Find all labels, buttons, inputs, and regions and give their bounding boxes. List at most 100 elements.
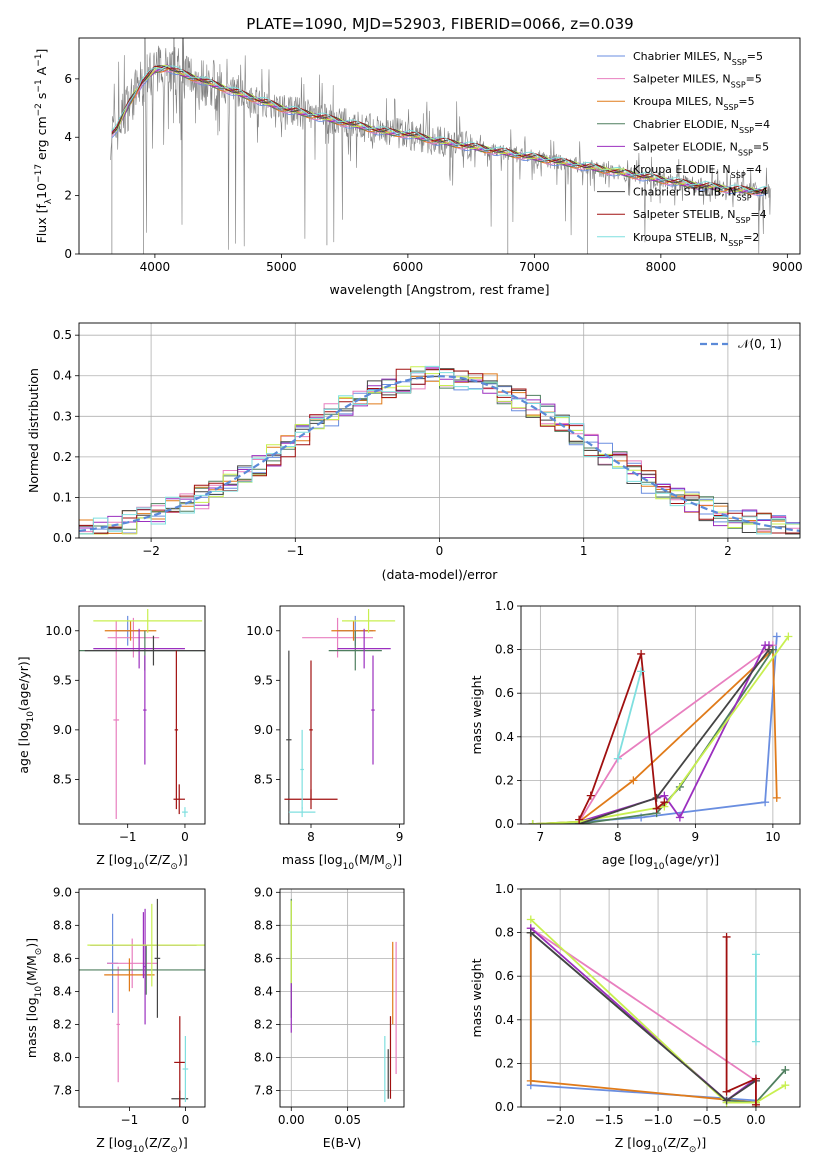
y-tick-label: 10.0 [45, 624, 72, 638]
y-tick-label: 0 [64, 247, 72, 261]
axis-label-part: 10 [343, 862, 355, 872]
mass-weight-marker [660, 798, 669, 807]
axes: −1 0 7.8 8.0 8.2 8.4 8.6 8.8 9.0 [53, 885, 206, 1127]
legend-entry: Kroupa STELIB, NSSP=2 [633, 231, 759, 248]
axis-label-part: )] [24, 938, 39, 948]
mass-weight-marker [528, 820, 537, 824]
x-tick-label: 0 [182, 1113, 190, 1127]
x-tick-label: −1 [286, 544, 304, 558]
mass-weight-marker [586, 791, 595, 800]
legend-entry: Kroupa ELODIE, NSSP=4 [633, 163, 762, 180]
y-tick-label: 7.8 [254, 1083, 273, 1097]
axis-label: age [log10(age/yr)] [16, 656, 36, 773]
mass-weight-marker [751, 1074, 760, 1083]
axis-label-part: 10 [34, 986, 44, 998]
y-tick-label: 1.0 [495, 882, 514, 896]
axis-label-part: ⊙ [170, 862, 178, 872]
y-tick-label: 1.0 [495, 599, 514, 613]
y-tick-label: 0.0 [495, 1100, 514, 1114]
y-tick-label: 10.0 [246, 624, 273, 638]
mass-weight-marker [613, 754, 622, 763]
x-tick-label: 8 [307, 830, 315, 844]
chart-residuals: −2 −1 0 1 2 0.0 0.1 0.2 0.3 0.4 0.5 𝒩(0, 1) (data-mo… [26, 322, 801, 582]
mass-weight-series [530, 918, 786, 1104]
axis-label-part: (age/yr)] [664, 852, 719, 867]
plot-area [110, 38, 772, 254]
axis-label-part: ] [34, 49, 49, 54]
mass-weight-marker [722, 932, 731, 941]
axes-frame [78, 888, 206, 1108]
mass-weight-marker [526, 1076, 535, 1085]
axis-label: Flux [fλ10−17 erg cm−2 s−1 A−1] [34, 49, 54, 244]
axis-label-part: (age/yr)] [16, 656, 31, 711]
chart-spectrum: 4000 5000 6000 7000 8000 9000 0 2 4 6 Chabrier MIL… [34, 37, 803, 297]
mass-weight-marker [629, 776, 638, 785]
plot-area [79, 608, 205, 820]
axes: 8 9 8.5 9.0 9.5 10.0 [246, 605, 405, 844]
axes-frame [279, 605, 405, 825]
chart-mass-vs-EBV: 0.00 0.05 7.8 8.0 8.2 8.4 8.6 8.8 9.0 E(B-V) [254, 885, 405, 1150]
x-tick-label: 8 [614, 830, 622, 844]
axis-label-part: Z [log [96, 1135, 132, 1150]
mass-weight-marker [751, 950, 760, 959]
axis-label-part: mass [log [24, 997, 39, 1058]
y-tick-label: 9.0 [254, 885, 273, 899]
axis-label-part: )] [392, 852, 402, 867]
mass-weight-marker [784, 632, 793, 641]
axis-label-part: −2 [34, 103, 44, 116]
figure-title: PLATE=1090, MJD=52903, FIBERID=0066, z=0… [246, 15, 633, 33]
x-tick-label: 0.0 [746, 1113, 765, 1127]
y-tick-label: 0.4 [53, 369, 72, 383]
y-tick-label: 0.0 [495, 817, 514, 831]
x-tick-label: 1 [580, 544, 588, 558]
axes: −2.0 −1.5 −1.0 −0.5 0.0 0.0 0.2 0.4 0.6 0.8 1.0 [495, 882, 801, 1127]
axis-label-part: s [34, 93, 49, 104]
y-tick-label: 7.8 [53, 1083, 72, 1097]
mass-weight-marker [637, 667, 646, 676]
axis-label-part: mass [log [282, 852, 343, 867]
y-tick-label: 2 [64, 189, 72, 203]
x-tick-label: 0.00 [278, 1113, 305, 1127]
axis-label-part: 10 [653, 862, 665, 872]
legend-entry: Salpeter MILES, NSSP=5 [633, 73, 762, 90]
x-tick-label: 9 [396, 830, 404, 844]
plot-area [79, 365, 800, 538]
y-tick-label: 8.8 [254, 918, 273, 932]
y-tick-label: 6 [64, 72, 72, 86]
mass-weight-series [617, 671, 642, 759]
legend-entry: 𝒩(0, 1) [738, 337, 782, 351]
mass-weight-marker [722, 1096, 731, 1105]
axis-label-part: Flux [f [34, 204, 49, 244]
mass-weight-marker [652, 804, 661, 813]
spectrum-model-line [111, 65, 768, 192]
axes: 0.00 0.05 7.8 8.0 8.2 8.4 8.6 8.8 9.0 [254, 885, 405, 1127]
x-tick-label: −1.0 [643, 1113, 672, 1127]
chart-age-vs-mass: 8 9 8.5 9.0 9.5 10.0 mass [log10(M/M⊙)] [246, 605, 405, 872]
axis-label-part: )] [178, 1135, 188, 1150]
y-tick-label: 0.0 [53, 531, 72, 545]
y-tick-label: 9.5 [53, 673, 72, 687]
y-tick-label: 0.4 [495, 1013, 514, 1027]
legend-entry: Salpeter STELIB, NSSP=4 [633, 208, 767, 225]
legend-entry: Chabrier ELODIE, NSSP=4 [633, 118, 770, 135]
x-tick-label: −1.5 [595, 1113, 624, 1127]
histogram-series [79, 365, 800, 538]
x-tick-label: 2 [724, 544, 732, 558]
x-tick-label: 4000 [140, 260, 171, 274]
legend-entry: Chabrier STELIB, NSSP=4 [633, 186, 768, 203]
y-axis-label: mass weight [469, 675, 484, 754]
axis-label-part: 10 [651, 1145, 663, 1155]
axis-label: mass [log10(M/M⊙)] [24, 938, 44, 1058]
axis-label-part: ⊙ [385, 862, 393, 872]
y-tick-label: 0.5 [53, 328, 72, 342]
y-tick-label: 0.6 [495, 686, 514, 700]
chart-mass-vs-Z: −1 07.88.08.28.48.68.89.0Z [log10(Z/Z⊙)]m… [24, 885, 206, 1155]
y-tick-label: 0.2 [53, 450, 72, 464]
x-tick-label: −1 [119, 830, 137, 844]
mass-weight-marker [722, 1087, 731, 1096]
x-tick-label: −2 [142, 544, 160, 558]
axis-label: mass [log10(M/M⊙)] [282, 852, 402, 872]
mass-weight-marker [637, 649, 646, 658]
axis-label-part: 10 [34, 183, 49, 199]
mass-weight-marker [751, 1037, 760, 1046]
